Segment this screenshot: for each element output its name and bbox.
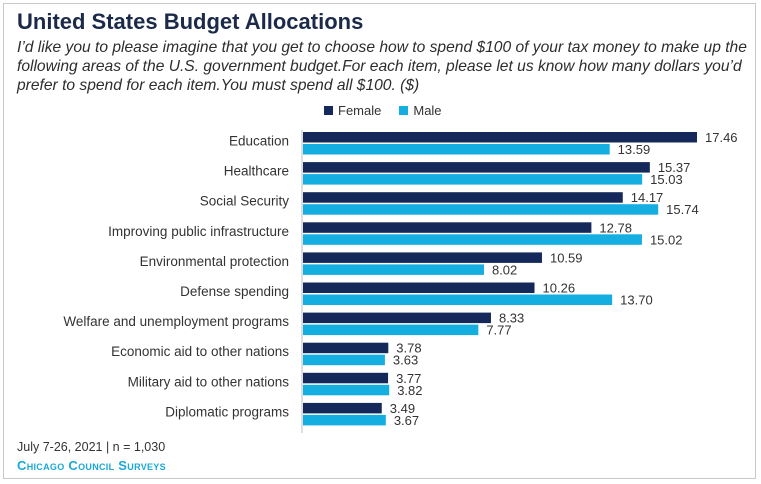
category-label: Education xyxy=(229,134,289,149)
value-label-male: 7.77 xyxy=(486,323,511,338)
bar-female xyxy=(303,402,382,414)
legend-item-male: Male xyxy=(399,103,442,118)
category-label: Social Security xyxy=(200,194,290,209)
value-label-male: 13.59 xyxy=(618,142,651,157)
bar-female xyxy=(303,132,697,143)
bar-female xyxy=(303,222,592,233)
bar-female xyxy=(303,282,535,293)
value-label-female: 3.78 xyxy=(396,341,421,356)
bar-male xyxy=(303,144,610,155)
value-label-female: 8.33 xyxy=(499,311,524,326)
chart-subtitle: I’d like you to please imagine that you … xyxy=(17,39,747,94)
value-label-female: 3.49 xyxy=(390,401,415,416)
bar-male xyxy=(303,174,643,185)
survey-date-note: July 7-26, 2021 | n = 1,030 xyxy=(17,440,166,454)
bar-male xyxy=(303,234,642,245)
value-label-female: 17.46 xyxy=(705,130,738,145)
value-label-male: 3.67 xyxy=(394,413,419,428)
bar-male xyxy=(303,384,390,396)
bar-male xyxy=(303,264,484,275)
legend-item-female: Female xyxy=(324,103,381,118)
value-label-male: 15.02 xyxy=(650,232,683,247)
bar-male xyxy=(303,294,613,305)
legend-label-male: Male xyxy=(413,103,442,118)
value-label-female: 12.78 xyxy=(599,220,632,235)
value-label-male: 15.03 xyxy=(650,172,683,187)
bar-female xyxy=(303,162,650,173)
chart-title: United States Budget Allocations xyxy=(17,9,364,34)
value-label-male: 3.82 xyxy=(397,383,422,398)
value-label-male: 13.70 xyxy=(620,293,653,308)
value-label-female: 14.17 xyxy=(631,190,664,205)
bar-female xyxy=(303,372,389,384)
bar-female xyxy=(303,252,542,263)
category-label: Defense spending xyxy=(180,284,289,299)
value-label-male: 8.02 xyxy=(492,262,517,277)
value-label-female: 10.26 xyxy=(543,281,576,296)
legend: Female Male xyxy=(324,103,460,118)
category-label: Welfare and unemployment programs xyxy=(63,314,289,329)
value-label-female: 3.77 xyxy=(396,371,421,386)
bar-male xyxy=(303,204,659,215)
category-label: Diplomatic programs xyxy=(165,404,289,419)
bar-male xyxy=(303,324,479,336)
category-label: Healthcare xyxy=(224,164,289,179)
legend-swatch-male xyxy=(399,106,409,115)
legend-label-female: Female xyxy=(338,103,382,118)
category-label: Military aid to other nations xyxy=(128,374,290,389)
bar-male xyxy=(303,414,386,426)
category-label: Improving public infrastructure xyxy=(108,224,289,239)
bar-female xyxy=(303,192,623,203)
category-label: Economic aid to other nations xyxy=(111,344,289,359)
brand-label: Chicago Council Surveys xyxy=(17,458,166,473)
category-label: Environmental protection xyxy=(140,254,289,269)
value-label-female: 10.59 xyxy=(550,250,583,265)
value-label-male: 15.74 xyxy=(666,202,699,217)
bar-female xyxy=(303,312,491,324)
legend-swatch-female xyxy=(324,106,333,115)
value-label-male: 3.63 xyxy=(393,353,418,368)
bar-male xyxy=(303,354,385,366)
bar-female xyxy=(303,342,389,354)
value-label-female: 15.37 xyxy=(658,160,691,175)
